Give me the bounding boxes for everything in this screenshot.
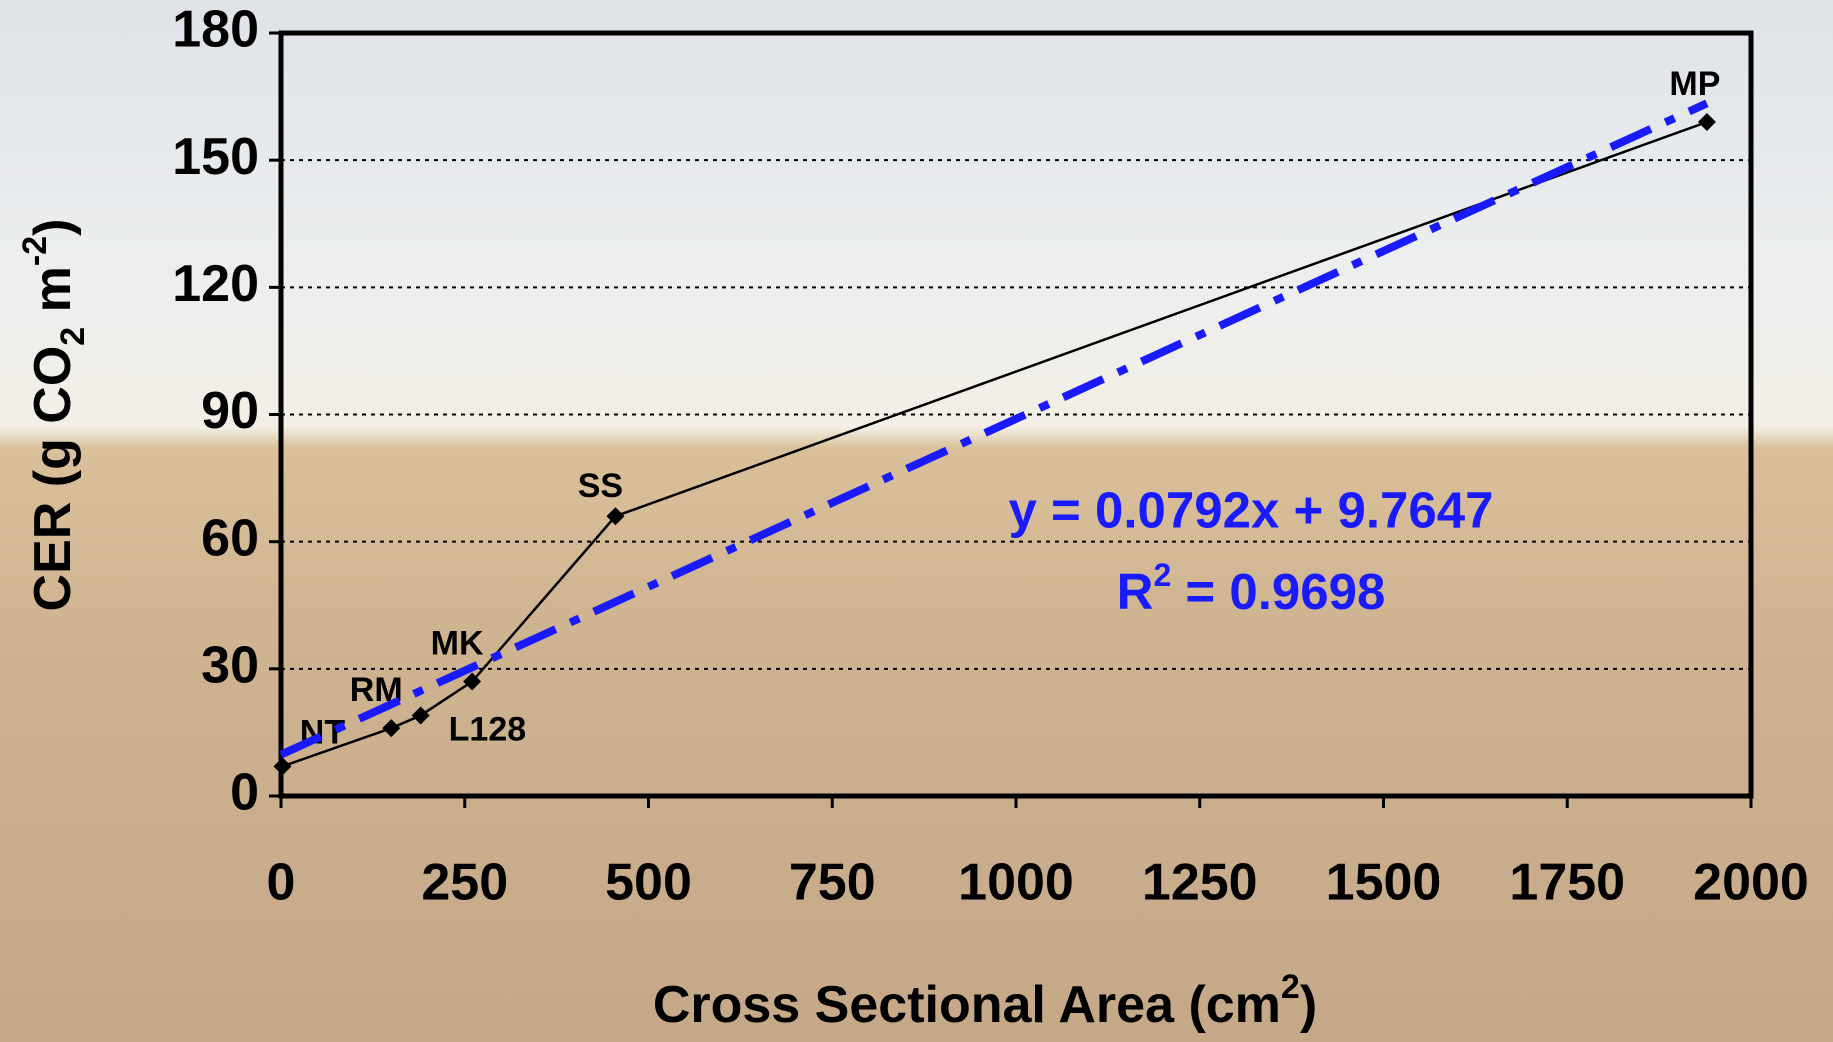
x-tick-label: 1500 (1326, 854, 1442, 912)
y-tick-label: 60 (201, 509, 259, 567)
label-part: R (1117, 563, 1154, 620)
y-tick-label: 30 (201, 637, 259, 695)
label-part: = 0.9698 (1171, 563, 1385, 620)
label-part: 2 (1281, 968, 1300, 1006)
y-axis-label: CER (g CO2 m-2) (16, 219, 92, 612)
x-tick-label: 750 (789, 854, 876, 912)
label-part: CER (g CO (24, 346, 82, 612)
label-part: Cross Sectional Area (cm (653, 976, 1281, 1034)
label-part: m (24, 266, 82, 327)
chart: CER (g CO2 m-2) Cross Sectional Area (cm… (0, 0, 1833, 1042)
label-part: 2 (54, 327, 92, 346)
trendline-equation: y = 0.0792x + 9.7647 (1009, 481, 1494, 538)
y-tick-label: 180 (172, 1, 259, 59)
point-label: MP (1669, 65, 1720, 103)
x-tick-label: 1750 (1509, 854, 1625, 912)
point-label: L128 (449, 710, 527, 748)
label-part: ) (24, 219, 82, 236)
point-label: MK (431, 625, 484, 663)
x-tick-label: 0 (267, 854, 296, 912)
x-tick-label: 1000 (958, 854, 1074, 912)
label-part: -2 (16, 236, 54, 266)
x-tick-label: 2000 (1693, 854, 1809, 912)
x-tick-label: 500 (605, 854, 692, 912)
y-tick-label: 120 (172, 255, 259, 313)
y-tick-label: 0 (230, 764, 259, 822)
y-tick-label: 90 (201, 382, 259, 440)
label-part: 2 (1153, 557, 1171, 593)
x-tick-label: 250 (421, 854, 508, 912)
x-axis-label: Cross Sectional Area (cm2) (653, 968, 1317, 1034)
x-tick-label: 1250 (1142, 854, 1258, 912)
label-part: ) (1300, 976, 1317, 1034)
point-label: SS (578, 467, 623, 505)
y-tick-label: 150 (172, 128, 259, 186)
